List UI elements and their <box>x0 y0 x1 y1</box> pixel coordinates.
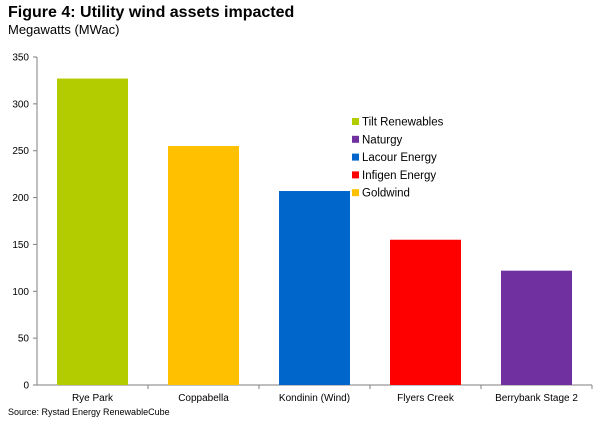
y-tick-label: 350 <box>12 53 29 64</box>
y-tick-label: 250 <box>12 146 29 157</box>
legend-swatch <box>352 135 359 143</box>
legend-swatch <box>352 153 359 161</box>
legend-label: Goldwind <box>362 188 410 200</box>
legend-swatch <box>352 189 359 197</box>
bar-berrybank-stage-2 <box>501 270 572 385</box>
legend-swatch <box>352 171 359 179</box>
legend-label: Naturgy <box>362 134 403 146</box>
chart-subtitle: Megawatts (MWac) <box>8 22 120 37</box>
legend-label: Lacour Energy <box>362 152 437 164</box>
x-tick-label: Kondinin (Wind) <box>279 393 350 404</box>
x-tick-label: Rye Park <box>72 393 114 404</box>
x-tick-label: Flyers Creek <box>397 393 455 404</box>
legend-label: Tilt Renewables <box>362 117 444 129</box>
bar-flyers-creek <box>390 239 461 385</box>
y-tick-label: 0 <box>23 381 29 392</box>
y-tick-label: 50 <box>18 334 30 345</box>
legend-label: Infigen Energy <box>362 170 436 182</box>
bar-kondinin-wind <box>279 191 350 385</box>
source-note: Source: Rystad Energy RenewableCube <box>8 407 170 417</box>
y-tick-label: 150 <box>12 240 29 251</box>
x-tick-label: Coppabella <box>178 393 229 404</box>
y-tick-label: 100 <box>12 287 29 298</box>
y-tick-label: 200 <box>12 193 29 204</box>
bar-rye-park <box>57 78 128 385</box>
bar-coppabella <box>168 146 239 385</box>
y-tick-label: 300 <box>12 99 29 110</box>
x-tick-label: Berrybank Stage 2 <box>495 393 578 404</box>
chart-title: Figure 4: Utility wind assets impacted <box>8 4 295 21</box>
legend-swatch <box>352 118 359 125</box>
